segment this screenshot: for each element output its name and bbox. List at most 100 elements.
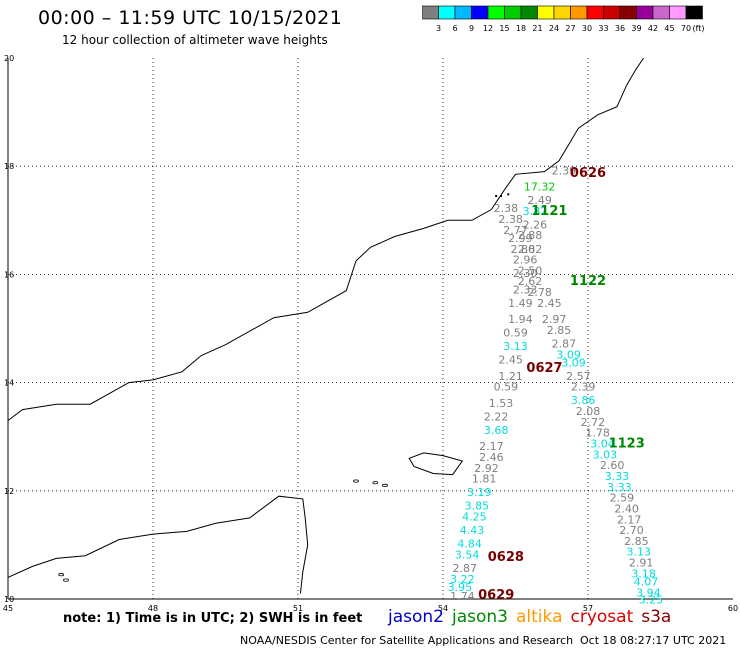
wave-height-value: 2.08 (576, 405, 601, 418)
wave-height-value: 3.25 (639, 593, 664, 606)
colorbar-label: 45 (664, 24, 674, 33)
wave-height-value: 3.82 (523, 205, 548, 218)
wave-height-value: 2.40 (614, 502, 639, 515)
island (58, 573, 65, 577)
satellite-legend-item: jason3 (452, 607, 508, 627)
lon-tick-label: 51 (293, 604, 303, 613)
wave-height-value: 3.19 (467, 486, 492, 499)
wave-height-value: 1.21 (498, 370, 523, 383)
wave-height-value: 1.74 (450, 590, 475, 603)
colorbar-label: 27 (565, 24, 575, 33)
pass-time-label: 0627 (526, 361, 562, 376)
lat-tick-label: 18 (4, 162, 14, 171)
map-title: 00:00 – 11:59 UTC 10/15/2021 (38, 7, 343, 29)
lon-tick-label: 60 (728, 604, 738, 613)
wave-height-value: 2.85 (624, 535, 649, 548)
lat-tick-label: 20 (4, 54, 14, 63)
wave-height-value: 2.45 (498, 354, 523, 367)
wave-height-value: 2.39 (571, 381, 596, 394)
wave-height-value: 4.07 (634, 575, 659, 588)
lon-tick-label: 57 (583, 604, 593, 613)
lat-tick-label: 12 (4, 487, 14, 496)
island-dot (507, 193, 510, 196)
pass-time-label: 1121 (531, 204, 567, 219)
wave-height-value: 2.38 (494, 202, 519, 215)
wave-height-value: 4.43 (460, 524, 485, 537)
wave-height-value: 3.03 (593, 448, 618, 461)
coastline-arabia (7, 57, 645, 421)
wave-height-value: 0.59 (503, 327, 528, 340)
wave-height-value: 2.87 (552, 337, 577, 350)
wave-height-value: 2.39 (552, 164, 577, 177)
wave-height-value: 2.33 (513, 283, 538, 296)
pass-time-label: 0628 (488, 550, 524, 565)
wave-height-value: 2.22 (484, 410, 509, 423)
wave-height-value: 3.13 (627, 546, 652, 559)
wave-height-value: 0.59 (494, 381, 519, 394)
coastline-somalia (7, 495, 309, 594)
wave-height-value: 2.59 (610, 492, 635, 505)
colorbar-label: 9 (469, 24, 474, 33)
credit-date: Oct 18 08:27:17 UTC 2021 (580, 634, 727, 647)
wave-height-value: 2.17 (617, 513, 642, 526)
wave-height-value: 2.30 (513, 267, 538, 280)
wave-height-value: 3.54 (455, 548, 480, 561)
wave-height-value: 2.72 (581, 416, 606, 429)
colorbar-label: 15 (499, 24, 509, 33)
wave-height-value: 4.25 (462, 511, 487, 524)
wave-height-value: 4.84 (457, 538, 482, 551)
wave-height-value: 1.81 (472, 473, 497, 486)
map-subtitle: 12 hour collection of altimeter wave hei… (62, 33, 328, 47)
wave-height-value: 2.26 (523, 218, 548, 231)
wave-height-value: 17.32 (524, 181, 556, 194)
wave-height-value: 2.46 (479, 451, 504, 464)
colorbar-label: 33 (598, 24, 608, 33)
wave-height-value: 3.18 (631, 567, 656, 580)
wave-height-value: 2.77 (503, 224, 528, 237)
wave-height-value: 3.09 (556, 348, 581, 361)
wave-height-value: 2.17 (479, 440, 504, 453)
lon-tick-label: 54 (438, 604, 448, 613)
lat-tick-label: 14 (4, 379, 14, 388)
pass-time-label: 1122 (570, 274, 606, 289)
wave-height-value: 2.85 (547, 324, 572, 337)
satellite-legend: jason2 jason3 altika cryosat s3a (388, 607, 679, 627)
wave-height-value: 3.33 (607, 481, 632, 494)
pass-time-label: 0626 (570, 166, 606, 181)
island-dot (500, 194, 502, 197)
satellite-legend-item: altika (516, 607, 563, 627)
colorbar-label: 30 (582, 24, 592, 33)
wave-height-value: 3.22 (450, 573, 475, 586)
wave-height-value: 3.33 (605, 470, 630, 483)
satellite-legend-item: jason2 (388, 607, 444, 627)
wave-height-value: 3.95 (448, 581, 473, 594)
colorbar-label: 18 (516, 24, 526, 33)
wave-height-value: 3.85 (465, 500, 490, 513)
wave-height-value: 2.96 (513, 254, 538, 267)
credit-text: NOAA/NESDIS Center for Satellite Applica… (240, 634, 574, 647)
wave-height-value: 2.80 (511, 243, 536, 256)
colorbar-label: 42 (648, 24, 658, 33)
lon-tick-label: 48 (148, 604, 158, 613)
satellite-legend-item: s3a (641, 607, 672, 627)
wave-height-value: 3.68 (484, 424, 509, 437)
footnote: note: 1) Time is in UTC; 2) SWH is in fe… (63, 611, 363, 626)
wave-height-value: 2.88 (518, 229, 543, 242)
colorbar-label: 3 (436, 24, 441, 33)
wave-height-value: 2.91 (629, 557, 654, 570)
lat-tick-label: 10 (4, 595, 14, 604)
wave-height-value: 2.78 (527, 286, 552, 299)
island-socotra (408, 452, 464, 476)
wave-height-value: 1.94 (508, 313, 533, 326)
wave-height-value: 2.57 (566, 370, 591, 383)
colorbar-label: 12 (483, 24, 493, 33)
wave-height-value: 2.38 (498, 213, 523, 226)
wave-height-value: 3.94 (636, 586, 661, 599)
colorbar-legend: 3 6 9 12 15 18 21 24 27 30 33 36 39 42 45 70 (ft) (422, 5, 705, 33)
island (63, 578, 69, 582)
wave-height-value: 2.99 (508, 232, 533, 245)
wave-height-map: 45 48 51 54 57 601012141618202.3917.322.493.8… (3, 54, 738, 613)
colorbar-label: 70 (681, 24, 691, 33)
island-dot (495, 194, 498, 197)
pass-time-label: 0629 (478, 588, 514, 603)
